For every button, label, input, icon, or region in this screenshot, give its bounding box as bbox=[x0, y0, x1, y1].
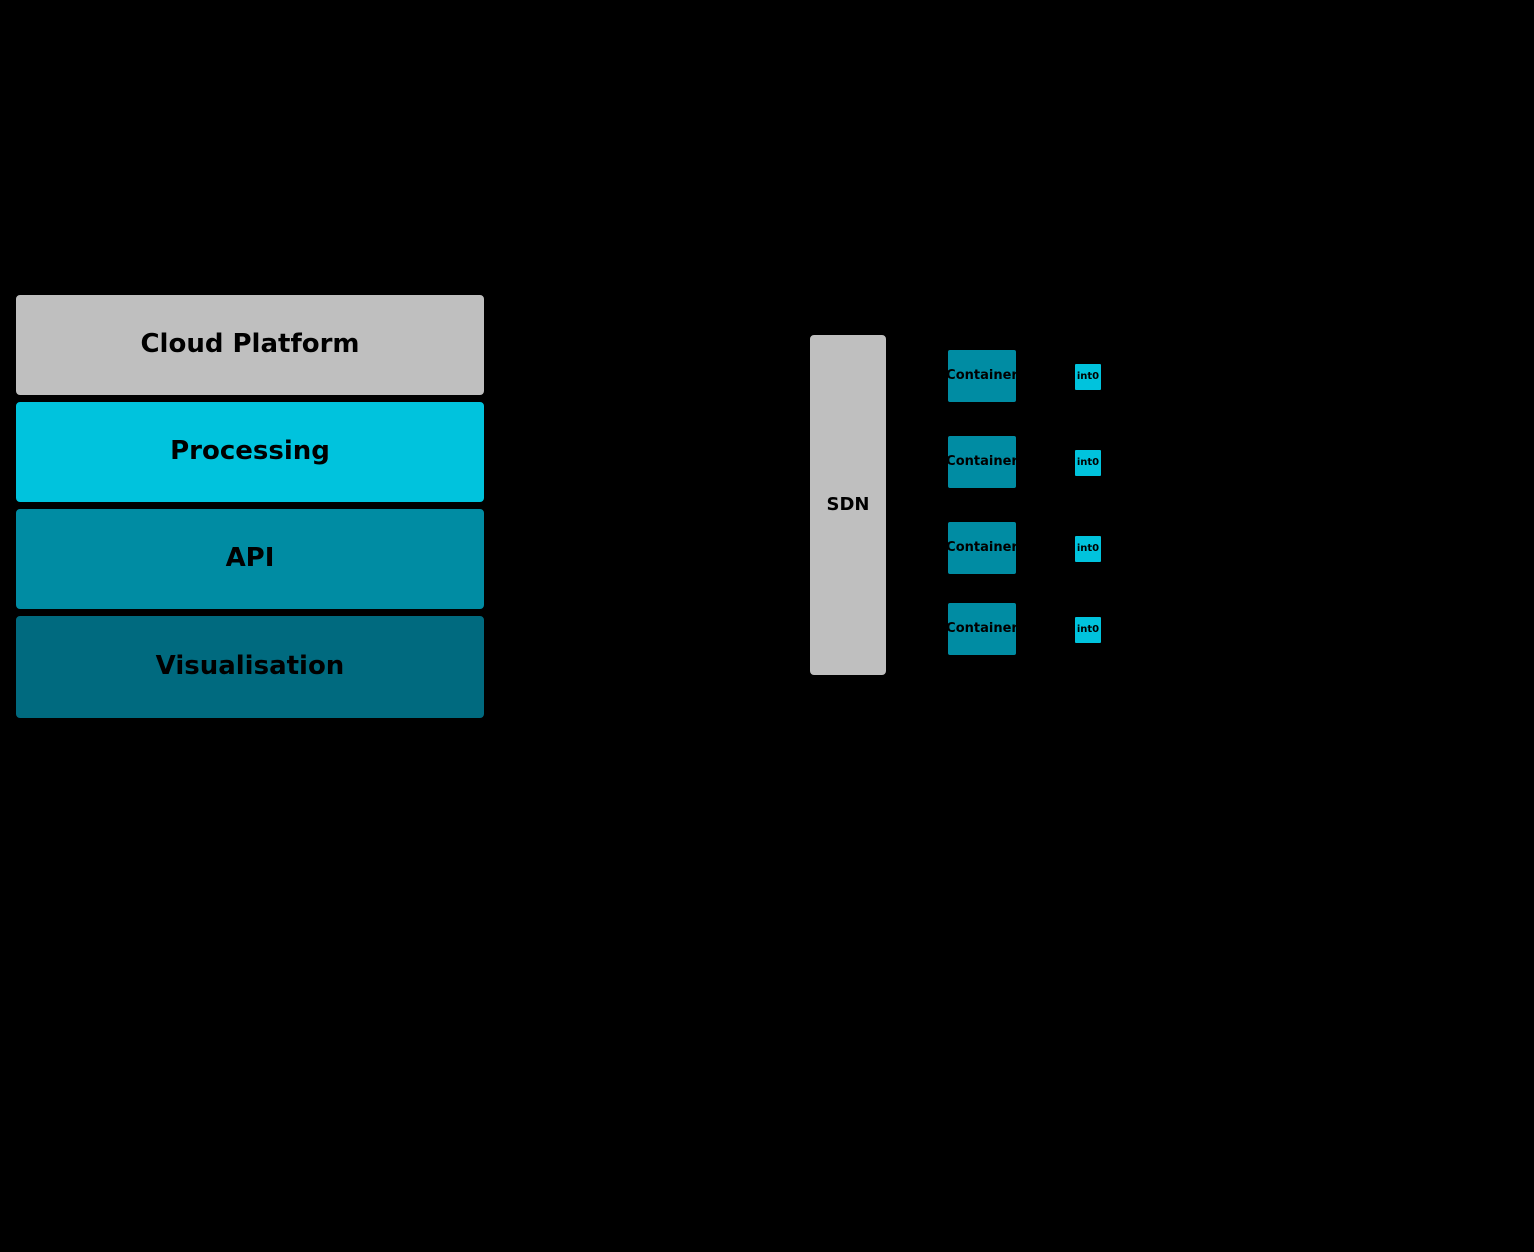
stack-row-processing: Processing bbox=[14, 400, 486, 504]
sdn-block: SDN bbox=[808, 333, 888, 677]
interface-box-0: int0 bbox=[1073, 362, 1103, 392]
container-box-1: Container bbox=[946, 434, 1018, 490]
interface-box-3: int0 bbox=[1073, 615, 1103, 645]
stack-row-visualisation: Visualisation bbox=[14, 614, 486, 720]
container-box-3: Container bbox=[946, 601, 1018, 657]
interface-box-2: int0 bbox=[1073, 534, 1103, 564]
interface-box-1: int0 bbox=[1073, 448, 1103, 478]
container-box-0: Container bbox=[946, 348, 1018, 404]
stack-row-api: API bbox=[14, 507, 486, 611]
stack-row-cloud-platform: Cloud Platform bbox=[14, 293, 486, 397]
diagram-canvas: Cloud PlatformProcessingAPIVisualisation… bbox=[0, 0, 1534, 1252]
container-box-2: Container bbox=[946, 520, 1018, 576]
